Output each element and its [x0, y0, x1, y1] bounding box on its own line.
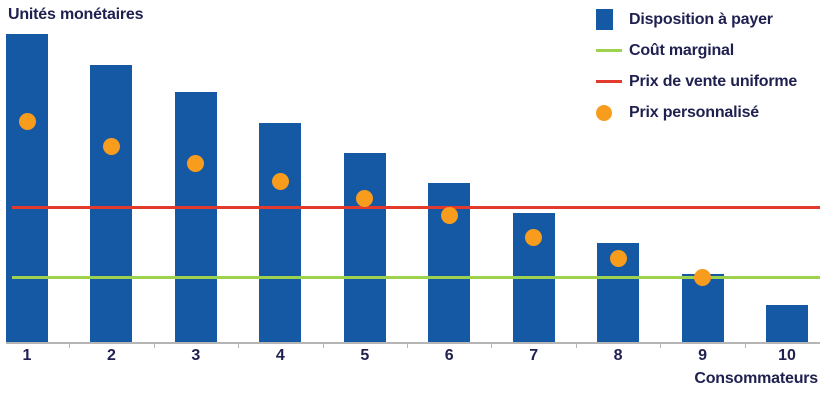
axis-tick	[238, 344, 240, 348]
prix-personnalise-point-consumer-4	[271, 173, 289, 191]
bar-consumer-5	[343, 152, 386, 342]
line-swatch-icon	[596, 80, 622, 83]
x-tick-label-8: 8	[613, 347, 623, 364]
prix-personnalise-point-consumer-6	[440, 207, 458, 225]
x-axis-line	[6, 342, 820, 348]
axis-tick	[575, 344, 577, 348]
dot-swatch-icon	[596, 104, 622, 121]
prix-personnalise-point-consumer-9	[694, 268, 712, 286]
y-axis-title: Unités monétaires	[8, 6, 144, 23]
axis-tick	[322, 344, 324, 348]
prix-personnalise-point-consumer-5	[356, 190, 374, 208]
legend-item-prix-de-vente-uniforme: Prix de vente uniforme	[596, 70, 797, 93]
legend-label-cout-marginal: Coût marginal	[629, 41, 734, 59]
legend-label-prix-personnalise: Prix personnalisé	[629, 103, 759, 121]
axis-tick	[491, 344, 493, 348]
x-axis-title: Consommateurs	[694, 370, 818, 387]
prix-personnalise-point-consumer-8	[609, 250, 627, 268]
legend-label-prix-de-vente-uniforme: Prix de vente uniforme	[629, 72, 798, 90]
prix-personnalise-point-consumer-7	[525, 228, 543, 246]
prix-personnalise-point-consumer-3	[187, 154, 205, 172]
axis-tick	[407, 344, 408, 348]
x-tick-label-7: 7	[529, 347, 539, 364]
bar-consumer-1	[6, 33, 48, 342]
bar-consumer-2	[90, 64, 133, 342]
bar-swatch-icon	[596, 9, 622, 30]
axis-tick	[660, 344, 662, 348]
bar-consumer-3	[174, 92, 217, 342]
x-tick-label-10: 10	[778, 347, 796, 364]
plot-area	[6, 0, 820, 342]
x-tick-label-9: 9	[698, 347, 707, 364]
legend-label-disposition-a-payer: Disposition à payer	[629, 10, 773, 28]
axis-tick	[744, 344, 746, 348]
line-swatch-icon	[596, 49, 622, 52]
legend-item-prix-personnalise: Prix personnalisé	[596, 101, 797, 124]
axis-tick	[153, 344, 155, 348]
axis-tick	[69, 344, 71, 348]
x-tick-label-1: 1	[22, 347, 32, 364]
legend: Disposition à payer Coût marginal Prix de …	[596, 8, 797, 132]
bar-consumer-4	[259, 123, 302, 342]
x-tick-label-6: 6	[444, 347, 454, 364]
cout-marginal-line	[12, 275, 820, 279]
x-tick-label-3: 3	[191, 347, 201, 364]
legend-item-disposition-a-payer: Disposition à payer	[596, 8, 797, 31]
bar-consumer-10	[766, 305, 808, 342]
x-tick-label-5: 5	[360, 347, 370, 364]
x-tick-label-4: 4	[275, 347, 285, 364]
legend-item-cout-marginal: Coût marginal	[596, 39, 797, 62]
x-tick-label-2: 2	[106, 347, 116, 364]
prix-de-vente-uniforme-line	[12, 206, 820, 210]
x-tick-labels: 1 2 3 4 5 6 7 8 9 10	[6, 347, 820, 367]
prix-personnalise-point-consumer-2	[102, 137, 120, 155]
prix-personnalise-point-consumer-1	[18, 113, 36, 131]
